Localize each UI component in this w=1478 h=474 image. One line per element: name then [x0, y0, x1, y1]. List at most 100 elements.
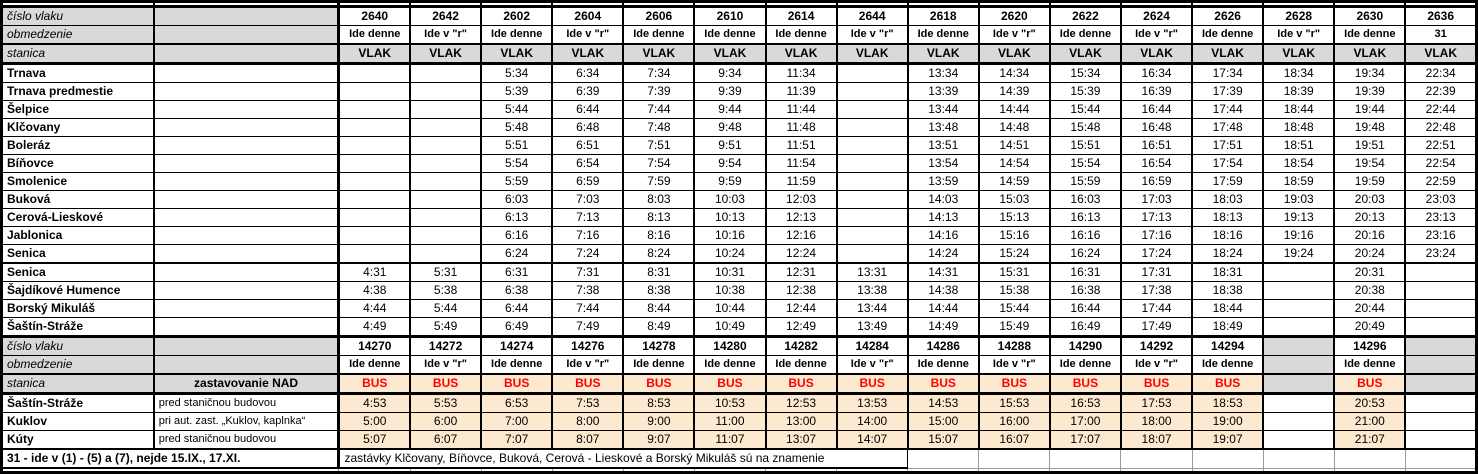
table-row: Šelpice 5:44 6:44 7:44 9:44 11:44 13:44 14:44 15…: [0, 100, 1478, 119]
restriction-cell: [1404, 355, 1478, 375]
restriction-cell: Ide denne: [337, 355, 412, 375]
nad-cell: [152, 172, 340, 191]
station-name-cell: Šelpice: [0, 100, 155, 119]
time-cell: 14:44: [906, 299, 980, 318]
bus-time-cell: [1404, 430, 1478, 450]
train-number-cell: 14278: [622, 335, 696, 356]
table-row: Trnava predmestie 5:39 6:39 7:39 9:39 11:39 13…: [0, 82, 1478, 101]
time-cell: 17:24: [1119, 244, 1194, 264]
time-cell: 22:48: [1404, 118, 1478, 137]
time-cell: 14:13: [906, 208, 980, 227]
time-cell: 14:54: [977, 154, 1051, 173]
time-cell: 17:39: [1191, 82, 1265, 101]
bus-time-cell: 13:07: [764, 430, 838, 450]
bus-time-cell: [1262, 430, 1336, 450]
vlak-cell: VLAK: [551, 43, 625, 64]
time-cell: 5:38: [409, 281, 483, 300]
train-number-cell: 14290: [1048, 335, 1122, 356]
time-cell: 10:13: [693, 208, 767, 227]
time-cell: 15:59: [1048, 172, 1122, 191]
table-row: Senica 4:31 5:31 6:31 7:31 8:31 10:31 12:31 13:3…: [0, 262, 1478, 282]
partial-cell: [1333, 467, 1406, 472]
bus-time-cell: 9:00: [622, 412, 696, 431]
restriction-cell: Ide denne: [906, 25, 980, 45]
train-number-cell: 2610: [693, 5, 767, 26]
time-cell: 10:49: [693, 317, 767, 337]
table-row: Senica 6:24 7:24 8:24 10:24 12:24 14:24 15:24 16…: [0, 244, 1478, 264]
bus-time-cell: 18:53: [1191, 392, 1265, 413]
time-cell: 7:44: [551, 299, 625, 318]
time-cell: 7:44: [622, 100, 696, 119]
restriction-cell: Ide denne: [906, 355, 980, 375]
time-cell: 7:51: [622, 136, 696, 155]
time-cell: 20:31: [1333, 262, 1407, 282]
train-number-cell: 14272: [409, 335, 483, 356]
header-blank-cell: [152, 335, 340, 356]
time-cell: [337, 62, 412, 83]
time-cell: 5:39: [480, 82, 554, 101]
time-cell: 20:03: [1333, 190, 1407, 209]
restriction-cell: Ide denne: [480, 25, 554, 45]
train-number-cell: 2628: [1262, 5, 1336, 26]
time-cell: 12:49: [764, 317, 838, 337]
bus-time-cell: 14:00: [835, 412, 909, 431]
nad-cell: [152, 317, 340, 337]
table-row: Cerová-Lieskové 6:13 7:13 8:13 10:13 12:13 14:…: [0, 208, 1478, 227]
time-cell: 14:49: [906, 317, 980, 337]
bus-time-cell: 5:07: [337, 430, 412, 450]
time-cell: [409, 172, 483, 191]
time-cell: 17:38: [1119, 281, 1194, 300]
train-number-cell: 14296: [1333, 335, 1407, 356]
bus-cell: BUS: [409, 373, 483, 394]
time-cell: 19:48: [1333, 118, 1407, 137]
time-cell: 16:44: [1119, 100, 1194, 119]
time-cell: 6:54: [551, 154, 625, 173]
table-row: Smolenice 5:59 6:59 7:59 9:59 11:59 13:59 14:59…: [0, 172, 1478, 191]
time-cell: 23:03: [1404, 190, 1478, 209]
bus-cell: BUS: [835, 373, 909, 394]
time-cell: 8:03: [622, 190, 696, 209]
time-cell: 12:03: [764, 190, 838, 209]
time-cell: 17:48: [1191, 118, 1265, 137]
time-cell: 18:16: [1191, 226, 1265, 245]
partial-cell: [0, 467, 340, 472]
footer-empty-cell: [1120, 448, 1193, 469]
time-cell: [409, 100, 483, 119]
time-cell: 13:38: [835, 281, 909, 300]
station-name-cell: Boleráz: [0, 136, 155, 155]
train-number-cell: 2604: [551, 5, 625, 26]
time-cell: 14:16: [906, 226, 980, 245]
time-cell: 19:13: [1262, 208, 1336, 227]
table-row: Šaštín-Stráže 4:49 5:49 6:49 7:49 8:49 10:49 12…: [0, 317, 1478, 337]
time-cell: [1262, 262, 1336, 282]
time-cell: 16:49: [1048, 317, 1122, 337]
time-cell: 10:38: [693, 281, 767, 300]
time-cell: 19:34: [1333, 62, 1407, 83]
time-cell: [337, 190, 412, 209]
bus-time-cell: 5:53: [409, 392, 483, 413]
partial-cell: [907, 467, 980, 472]
train-number-cell: 2624: [1119, 5, 1194, 26]
time-cell: [1404, 317, 1478, 337]
time-cell: 7:03: [551, 190, 625, 209]
time-cell: [835, 208, 909, 227]
bus-time-cell: 21:00: [1333, 412, 1407, 431]
time-cell: 16:44: [1048, 299, 1122, 318]
restriction-cell: Ide denne: [693, 25, 767, 45]
time-cell: 13:59: [906, 172, 980, 191]
bus-cell: BUS: [1119, 373, 1194, 394]
partial-cell: [836, 467, 909, 472]
bus-cell: BUS: [480, 373, 554, 394]
time-cell: 18:44: [1262, 100, 1336, 119]
time-cell: [1404, 262, 1478, 282]
train-number-cell: [1404, 335, 1478, 356]
time-cell: 19:54: [1333, 154, 1407, 173]
bus-time-cell: 5:00: [337, 412, 412, 431]
vlak-cell: VLAK: [1404, 43, 1478, 64]
table-row: Borský Mikuláš 4:44 5:44 6:44 7:44 8:44 10:44 1…: [0, 299, 1478, 318]
time-cell: 19:39: [1333, 82, 1407, 101]
nad-cell: [152, 244, 340, 264]
time-cell: [409, 226, 483, 245]
time-cell: 7:13: [551, 208, 625, 227]
time-cell: 14:38: [906, 281, 980, 300]
